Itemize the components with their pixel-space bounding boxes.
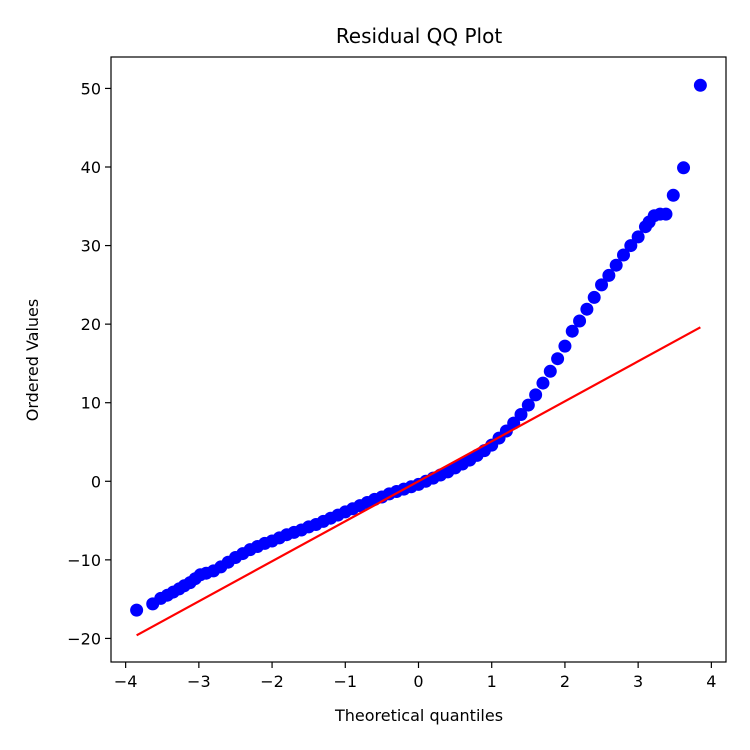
x-tick-label: −1: [333, 672, 357, 691]
x-tick-label: −2: [260, 672, 284, 691]
y-tick-label: −20: [67, 629, 101, 648]
x-axis-label: Theoretical quantiles: [334, 706, 503, 725]
data-point: [693, 78, 707, 92]
x-axis-ticks: −4 −3 −2 −1 0 1 2 3 4: [114, 662, 716, 691]
data-point: [595, 278, 609, 292]
x-tick-label: 1: [487, 672, 497, 691]
data-point: [609, 258, 623, 272]
y-tick-label: 40: [81, 158, 101, 177]
points-layer: [130, 78, 707, 617]
data-point: [536, 376, 550, 390]
y-tick-label: −10: [67, 551, 101, 570]
y-axis-label: Ordered Values: [23, 299, 42, 421]
data-point: [130, 603, 144, 617]
x-tick-label: 0: [413, 672, 423, 691]
data-point: [514, 408, 528, 421]
data-point: [573, 314, 587, 328]
data-point: [543, 364, 557, 378]
data-point: [624, 239, 638, 253]
data-point: [551, 352, 565, 366]
data-point: [631, 230, 645, 244]
data-point: [529, 388, 543, 402]
data-point: [521, 398, 535, 412]
data-point: [558, 339, 572, 353]
y-tick-label: 0: [91, 472, 101, 491]
fit-line: [136, 326, 701, 637]
data-point: [580, 302, 594, 316]
x-tick-label: 2: [560, 672, 570, 691]
data-point: [587, 290, 601, 304]
y-tick-label: 20: [81, 315, 101, 334]
data-point: [602, 268, 616, 282]
fit-line-layer: [136, 326, 701, 637]
y-tick-label: 10: [81, 394, 101, 413]
data-point: [659, 207, 673, 221]
data-point: [677, 161, 691, 175]
y-tick-label: 50: [81, 79, 101, 98]
y-axis-ticks: −20 −10 0 10 20 30 40 50: [67, 79, 111, 648]
x-tick-label: 3: [633, 672, 643, 691]
x-tick-label: −4: [114, 672, 138, 691]
y-tick-label: 30: [81, 237, 101, 256]
data-point: [666, 188, 680, 202]
data-point: [565, 324, 579, 338]
data-point: [617, 248, 630, 262]
chart-title: Residual QQ Plot: [336, 24, 503, 48]
x-tick-label: −3: [187, 672, 211, 691]
x-tick-label: 4: [706, 672, 716, 691]
